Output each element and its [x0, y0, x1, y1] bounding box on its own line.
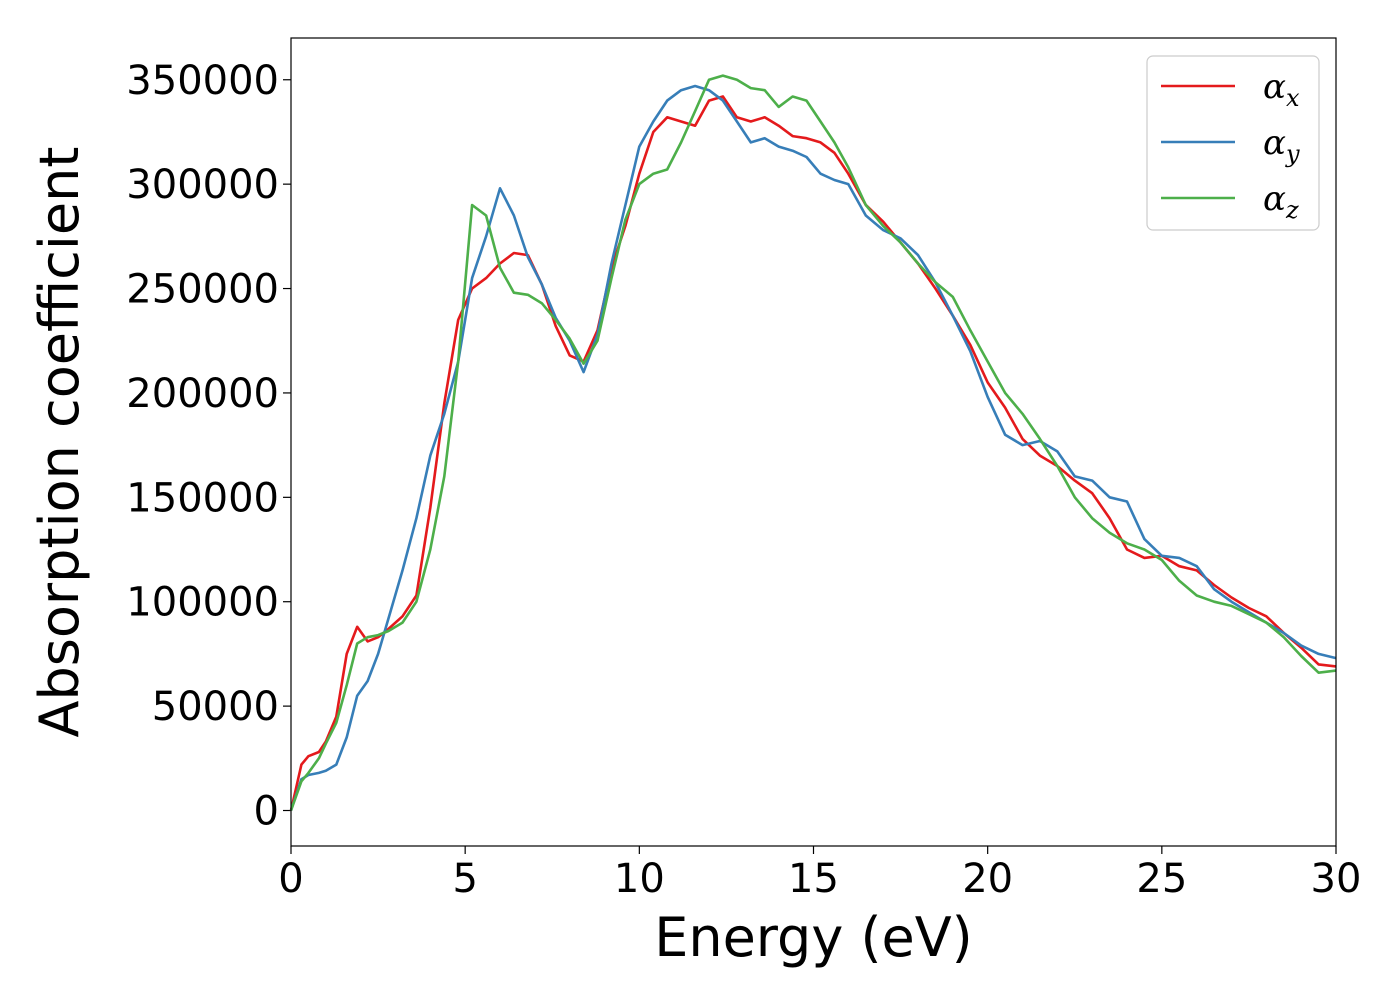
x-tick-label: 20: [962, 856, 1013, 902]
plot-frame: [290, 37, 1337, 847]
series-layer: [289, 74, 1337, 811]
x-tick-label: 25: [1136, 856, 1187, 902]
x-tick-label: 10: [614, 856, 665, 902]
y-tick-label: 100000: [126, 580, 279, 626]
legend-label-base: α: [1263, 123, 1286, 163]
series-line-x: [289, 95, 1337, 811]
y-tick-label: 200000: [126, 371, 279, 417]
y-tick-label: 150000: [126, 475, 279, 521]
legend-label-base: α: [1263, 67, 1286, 107]
x-tick-label: 30: [1311, 856, 1362, 902]
legend-label-sub: z: [1285, 196, 1299, 224]
legend-entry-z: αz: [1263, 179, 1299, 224]
series-line-z: [289, 74, 1337, 811]
x-tick-label: 0: [278, 856, 303, 902]
y-tick-label: 0: [254, 789, 279, 835]
x-tick-label: 5: [452, 856, 477, 902]
y-tick-label: 250000: [126, 267, 279, 313]
legend-label-base: α: [1263, 179, 1286, 219]
ticks-layer: 0 5 10 15 20 25 30 0 50000 100000 150000 200000 2500…: [126, 58, 1361, 902]
y-tick-label: 50000: [152, 684, 279, 730]
x-axis-title: Energy (eV): [654, 906, 973, 969]
y-tick-label: 350000: [126, 58, 279, 104]
y-axis-title: Absorption coefficient: [28, 147, 91, 738]
legend-entry-y: αy: [1263, 123, 1300, 168]
series-line-y: [289, 84, 1337, 811]
legend-entry-x: αx: [1263, 67, 1300, 112]
y-tick-label: 300000: [126, 162, 279, 208]
legend-label-sub: y: [1285, 140, 1300, 168]
legend-label-sub: x: [1286, 84, 1300, 112]
x-tick-label: 15: [788, 856, 839, 902]
